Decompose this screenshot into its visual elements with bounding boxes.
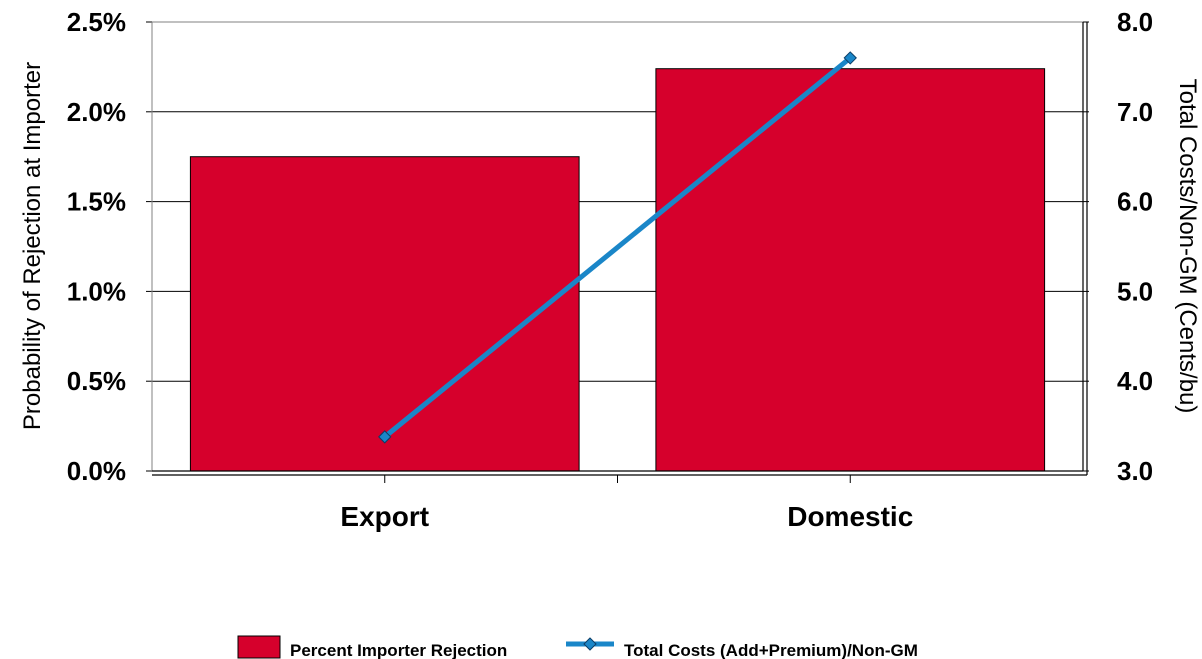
- line-total-costs: [383, 55, 852, 439]
- y2-tick-label: 5.0: [1117, 276, 1153, 306]
- y-axis-title: Probability of Rejection at Importer: [19, 62, 46, 430]
- x-tick-label: Export: [340, 501, 429, 532]
- y2-tick-label: 6.0: [1117, 187, 1153, 217]
- legend-label-line: Total Costs (Add+Premium)/Non-GM: [624, 641, 918, 659]
- plot-frame: [146, 21, 1089, 483]
- y2-tick-label: 8.0: [1117, 7, 1153, 37]
- bar-export: [189, 156, 580, 472]
- tick-labels: 0.0% 0.5% 1.0% 1.5% 2.0% 2.5% 3.0 4.0 5.0 6.0 7.0 8…: [67, 7, 1153, 532]
- legend: Percent Importer Rejection Total Costs (…: [237, 635, 918, 659]
- line-point-export: [378, 430, 392, 444]
- bar-domestic: [655, 68, 1046, 472]
- y2-tick-label: 4.0: [1117, 366, 1153, 396]
- x-tick-label: Domestic: [787, 501, 913, 532]
- y2-tick-label: 3.0: [1117, 456, 1153, 486]
- legend-swatch-marker: [583, 637, 597, 651]
- line-point-domestic: [843, 51, 857, 65]
- line-series: [378, 51, 857, 444]
- y-tick-label: 2.0%: [67, 97, 126, 127]
- y-tick-label: 1.5%: [67, 187, 126, 217]
- y-tick-label: 1.0%: [67, 276, 126, 306]
- y2-tick-label: 7.0: [1117, 97, 1153, 127]
- y-tick-label: 0.0%: [67, 456, 126, 486]
- legend-label-bar: Percent Importer Rejection: [290, 641, 507, 659]
- bar-series: [189, 68, 1046, 472]
- y-tick-label: 2.5%: [67, 7, 126, 37]
- legend-swatch-bar: [237, 635, 281, 659]
- y2-axis-title: Total Costs/Non-GM (Cents/bu): [1174, 79, 1201, 414]
- y-tick-label: 0.5%: [67, 366, 126, 396]
